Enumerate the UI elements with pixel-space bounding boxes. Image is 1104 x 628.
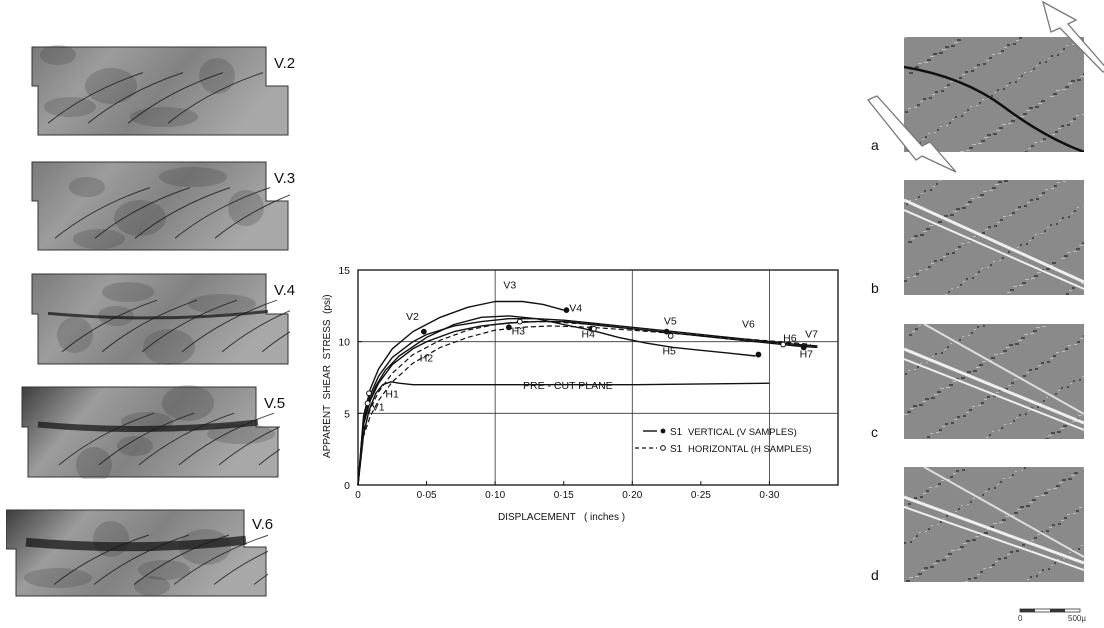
series-line-7 [357,381,770,486]
point-label: H3 [512,326,526,338]
data-point [505,324,512,331]
x-tick-label: 0·10 [485,490,505,501]
series-line-6 [357,325,811,486]
specimen-label: V.2 [274,55,296,72]
series-line-2 [357,318,818,486]
specimen-label: V.4 [274,282,296,299]
micrograph-label: a [871,137,879,153]
data-point [755,351,762,358]
point-label: H6 [783,333,797,345]
legend-text-vertical: VERTICAL (V SAMPLES) [688,427,797,438]
data-point [590,325,597,332]
micrograph-a: a [871,37,1087,157]
lower-shear-arrow [866,95,957,173]
scale-value: 500µ [1068,614,1086,623]
specimen-label: V.5 [264,395,286,412]
data-curves [357,300,818,486]
y-tick-label: 5 [344,408,350,420]
data-markers [364,307,807,407]
data-point [667,333,674,339]
point-label: V7 [805,328,818,340]
specimen-photo-3: V.3 [28,160,295,252]
data-point [800,344,807,351]
y-tick-label: 15 [338,265,350,277]
y-tick-label: 10 [338,337,350,349]
shear-stress-chart: 0 0·05 0·10 0·15 0·20 0·25 0·30 0 5 10 15 V1 V2 V3 V4… [322,265,839,523]
shear-arrows-illustration [866,0,1104,173]
scale-zero: 0 [1018,614,1023,623]
specimen-label: V.6 [252,516,274,533]
x-tick-label: 0·20 [622,490,642,501]
point-label: V6 [742,318,755,330]
point-label: V5 [664,315,677,327]
x-tick-label: 0·05 [417,490,437,501]
axis-ticks: 0 0·05 0·10 0·15 0·20 0·25 0·30 0 5 10 15 [338,265,780,501]
point-label: H1 [385,389,399,401]
plot-frame [357,269,839,486]
specimen-photo-6: V.6 [6,508,273,598]
x-tick-label: 0·15 [554,490,574,501]
point-label: H4 [582,328,596,340]
scale-bar: 0 500µ [1018,604,1088,623]
x-tick-label: 0·25 [691,490,711,501]
legend-text-horizontal: HORIZONTAL (H SAMPLES) [688,444,812,455]
series-line-3 [357,320,818,486]
specimen-photo-2: V.2 [28,45,295,137]
point-label: H2 [420,353,434,365]
legend-symbol-vertical: S1 [670,427,683,438]
micrograph-d: d [871,466,1087,587]
point-label: H7 [800,348,814,360]
data-point [563,307,570,314]
x-axis-label: DISPLACEMENT ( inches ) [498,512,625,523]
micrograph-b: b [871,180,1086,300]
y-tick-label: 0 [344,480,350,492]
data-point [364,400,371,407]
micrograph-c: c [871,323,1086,444]
series-line-1 [357,315,756,486]
data-point [366,390,372,397]
data-point [516,318,523,325]
x-tick-label: 0 [355,490,361,501]
micrograph-label: c [871,424,878,440]
legend-filled-marker [660,428,666,434]
scale-bar-graphic [1019,608,1081,613]
micrograph-label: b [871,280,879,296]
series-line-5 [357,321,811,486]
legend-symbol-horizontal: S1 [670,444,683,455]
legend: S1 VERTICAL (V SAMPLES) S1 HORIZONTAL (H… [635,427,812,455]
specimen-label: V.3 [274,170,296,187]
micrograph-label: d [871,567,879,583]
data-point [663,328,670,335]
x-tick-label: 0·30 [759,490,779,501]
specimen-photo-4: V.4 [28,272,295,366]
point-label: V2 [406,311,419,323]
upper-shear-arrow [1041,0,1104,73]
point-label: V1 [372,401,385,413]
legend-open-marker [660,445,666,451]
specimen-photo-5: V.5 [18,385,285,479]
point-label: V3 [503,280,516,292]
point-label: V4 [569,303,582,315]
point-label: H5 [662,346,676,358]
y-axis-label: APPARENT SHEAR STRESS (psi) [322,294,333,458]
pre-cut-plane-annotation: PRE - CUT PLANE [523,380,613,392]
data-point [780,341,787,348]
data-point [420,328,427,335]
